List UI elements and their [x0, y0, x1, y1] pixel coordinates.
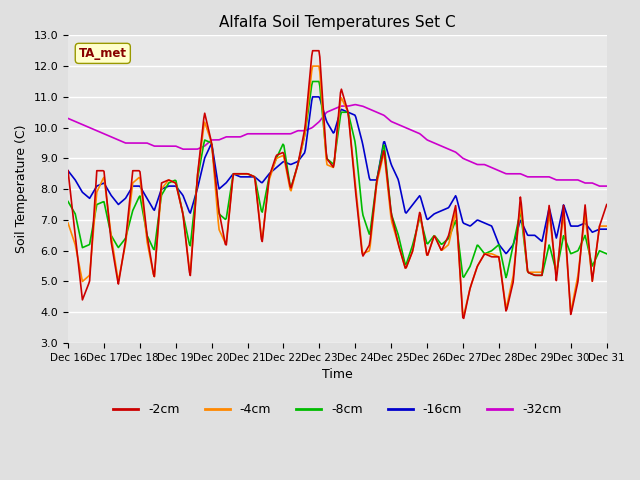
- Legend: -2cm, -4cm, -8cm, -16cm, -32cm: -2cm, -4cm, -8cm, -16cm, -32cm: [108, 398, 566, 421]
- Text: TA_met: TA_met: [79, 47, 127, 60]
- Y-axis label: Soil Temperature (C): Soil Temperature (C): [15, 125, 28, 253]
- X-axis label: Time: Time: [322, 368, 353, 381]
- Title: Alfalfa Soil Temperatures Set C: Alfalfa Soil Temperatures Set C: [219, 15, 456, 30]
